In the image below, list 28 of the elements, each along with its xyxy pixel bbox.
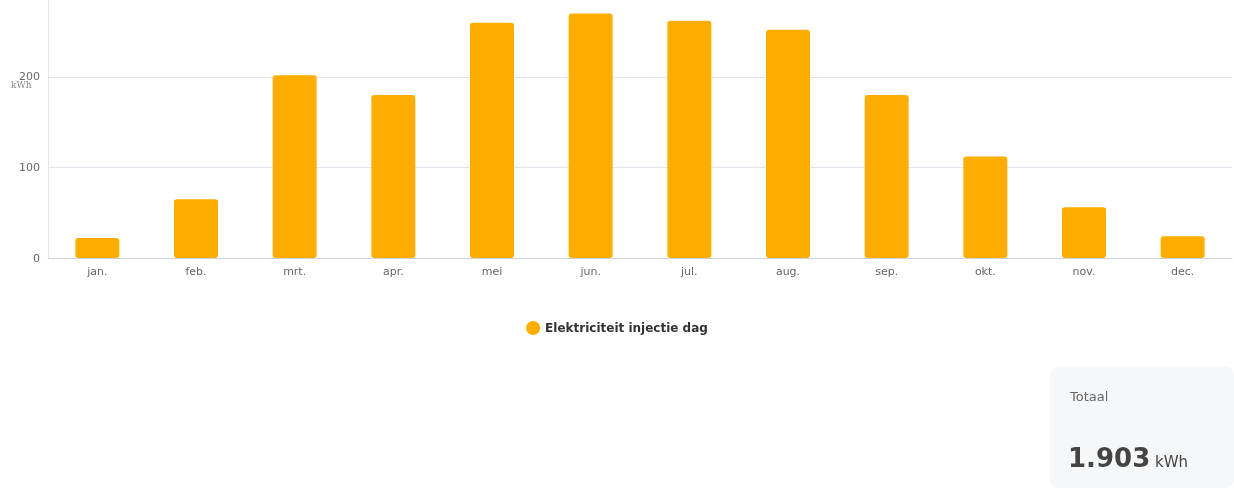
bar <box>963 156 1008 258</box>
x-tick-label: jan. <box>86 265 108 278</box>
bar <box>1160 236 1205 258</box>
x-tick-label: okt. <box>974 265 996 278</box>
bar <box>864 95 909 258</box>
x-tick-label: feb. <box>185 265 207 278</box>
bar <box>75 238 120 258</box>
x-tick-label: mrt. <box>283 265 307 278</box>
bar <box>371 95 416 258</box>
x-tick-label: aug. <box>775 265 801 278</box>
x-tick-label: dec. <box>1171 265 1195 278</box>
legend-label: Elektriciteit injectie dag <box>545 321 708 335</box>
bar <box>1062 207 1106 258</box>
x-tick-label: jul. <box>680 265 698 278</box>
bar <box>174 199 218 258</box>
bar <box>272 75 317 258</box>
x-tick-label: sep. <box>875 265 899 278</box>
bar <box>667 20 712 258</box>
bar <box>568 13 613 258</box>
x-tick-label: apr. <box>382 265 404 278</box>
bar <box>766 29 810 258</box>
x-tick-label: jun. <box>579 265 601 278</box>
x-tick-label: mei <box>481 265 503 278</box>
y-tick-label: 0 <box>33 251 40 265</box>
total-card: Totaal 1.903 kWh <box>1050 367 1234 488</box>
x-tick-label: nov. <box>1072 265 1096 278</box>
y-tick-label: 100 <box>19 160 40 174</box>
bar <box>470 22 514 258</box>
